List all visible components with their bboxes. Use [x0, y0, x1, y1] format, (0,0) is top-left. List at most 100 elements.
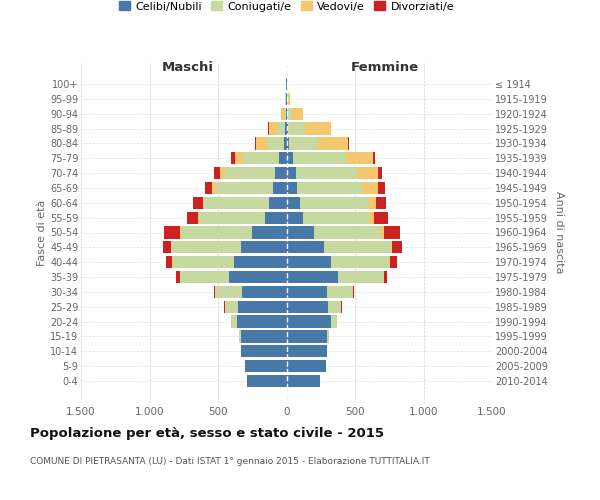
Bar [374, 212, 388, 224]
Bar [251, 226, 287, 238]
Bar [384, 226, 400, 238]
Bar [348, 138, 349, 149]
Bar [287, 286, 327, 298]
Bar [279, 152, 287, 164]
Bar [284, 108, 286, 120]
Bar [297, 182, 362, 194]
Bar [319, 138, 348, 149]
Legend: Celibi/Nubili, Coniugati/e, Vedovi/e, Divorziati/e: Celibi/Nubili, Coniugati/e, Vedovi/e, Di… [115, 0, 458, 16]
Bar [285, 122, 287, 134]
Bar [269, 196, 287, 209]
Bar [245, 360, 287, 372]
Bar [376, 196, 386, 209]
Bar [287, 108, 292, 120]
Bar [287, 196, 300, 209]
Bar [357, 167, 378, 179]
Bar [289, 138, 319, 149]
Bar [166, 256, 172, 268]
Bar [181, 226, 251, 238]
Bar [287, 345, 327, 358]
Bar [238, 300, 287, 313]
Bar [382, 226, 384, 238]
Bar [287, 152, 293, 164]
Bar [287, 122, 288, 134]
Bar [198, 212, 199, 224]
Bar [203, 196, 205, 209]
Bar [181, 271, 229, 283]
Bar [346, 152, 373, 164]
Bar [284, 138, 287, 149]
Bar [242, 152, 279, 164]
Bar [362, 182, 378, 194]
Bar [286, 108, 287, 120]
Bar [241, 345, 287, 358]
Bar [212, 182, 216, 194]
Bar [231, 152, 235, 164]
Bar [199, 212, 265, 224]
Bar [172, 242, 241, 254]
Bar [305, 122, 331, 134]
Bar [287, 93, 288, 105]
Text: Maschi: Maschi [162, 60, 214, 74]
Text: Popolazione per età, sesso e stato civile - 2015: Popolazione per età, sesso e stato civil… [30, 428, 384, 440]
Bar [247, 375, 287, 387]
Bar [241, 330, 287, 342]
Bar [338, 271, 384, 283]
Bar [281, 108, 284, 120]
Bar [231, 316, 237, 328]
Bar [368, 196, 376, 209]
Bar [287, 182, 297, 194]
Bar [287, 330, 327, 342]
Bar [293, 152, 346, 164]
Bar [193, 196, 203, 209]
Bar [327, 330, 329, 342]
Y-axis label: Fasce di età: Fasce di età [37, 200, 47, 266]
Bar [287, 360, 326, 372]
Bar [328, 300, 341, 313]
Bar [173, 256, 234, 268]
Bar [163, 242, 171, 254]
Bar [164, 226, 180, 238]
Text: COMUNE DI PIETRASANTA (LU) - Dati ISTAT 1° gennaio 2015 - Elaborazione TUTTITALI: COMUNE DI PIETRASANTA (LU) - Dati ISTAT … [30, 458, 430, 466]
Bar [278, 122, 285, 134]
Bar [288, 122, 305, 134]
Y-axis label: Anni di nascita: Anni di nascita [554, 191, 565, 274]
Bar [288, 93, 290, 105]
Bar [287, 316, 331, 328]
Bar [392, 242, 402, 254]
Bar [239, 330, 241, 342]
Bar [229, 271, 287, 283]
Bar [269, 122, 278, 134]
Bar [287, 212, 302, 224]
Bar [180, 226, 181, 238]
Bar [287, 226, 314, 238]
Bar [256, 138, 266, 149]
Bar [369, 212, 374, 224]
Bar [275, 167, 287, 179]
Bar [287, 256, 331, 268]
Bar [331, 316, 337, 328]
Bar [324, 242, 391, 254]
Bar [220, 167, 225, 179]
Bar [225, 300, 238, 313]
Bar [265, 212, 287, 224]
Text: Femmine: Femmine [351, 60, 419, 74]
Bar [292, 108, 303, 120]
Bar [331, 256, 389, 268]
Bar [302, 212, 369, 224]
Bar [225, 167, 275, 179]
Bar [378, 167, 382, 179]
Bar [255, 138, 256, 149]
Bar [215, 286, 242, 298]
Bar [187, 212, 198, 224]
Bar [327, 286, 352, 298]
Bar [378, 182, 385, 194]
Bar [287, 138, 289, 149]
Bar [235, 152, 242, 164]
Bar [314, 226, 382, 238]
Bar [287, 242, 324, 254]
Bar [373, 152, 375, 164]
Bar [237, 316, 287, 328]
Bar [287, 300, 328, 313]
Bar [234, 256, 287, 268]
